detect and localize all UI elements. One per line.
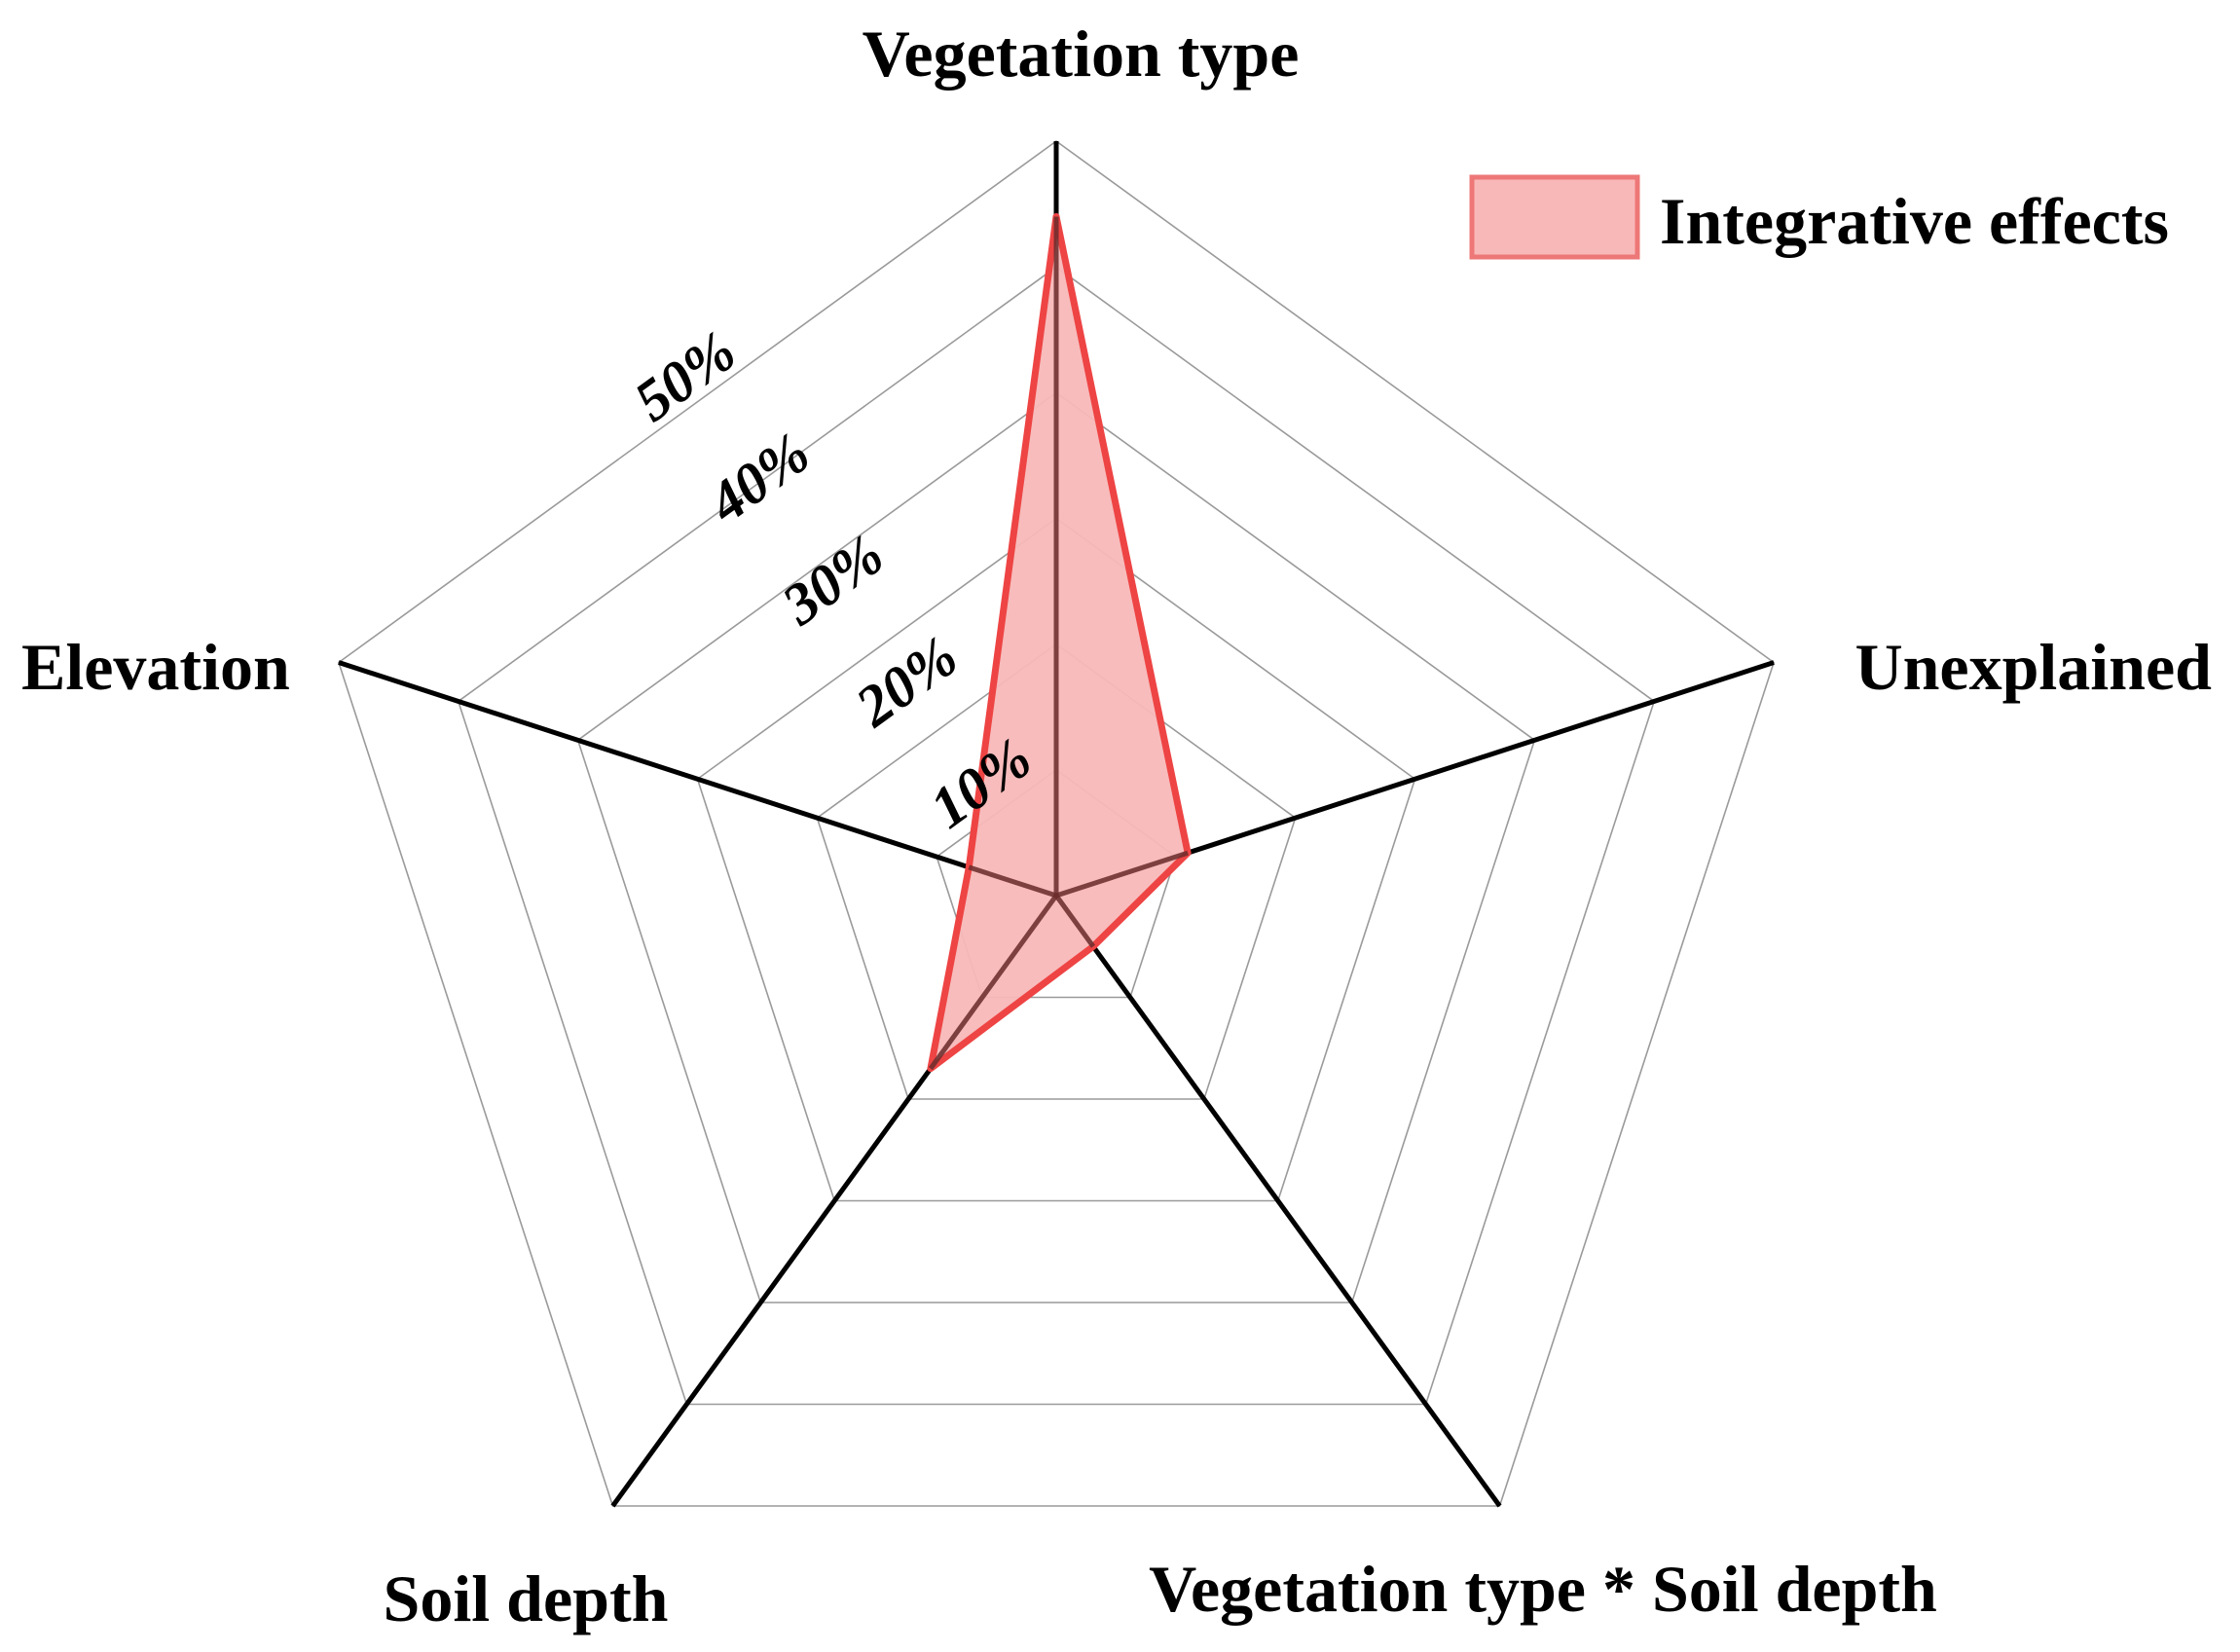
grid-ring-4 [576, 391, 1536, 1303]
legend: Integrative effects [1469, 174, 2169, 260]
grid-ring-5 [457, 266, 1656, 1406]
grid-ring-3 [696, 517, 1416, 1202]
series-spoke-3 [1053, 894, 1095, 948]
series-spoke-2 [1055, 850, 1189, 899]
radar-axis-labels: Vegetation type Unexplained Vegetation typ… [21, 17, 2212, 1635]
axis-label-3: Vegetation type * Soil depth [1149, 1552, 1937, 1626]
radar-series [927, 213, 1192, 1073]
legend-label: Integrative effects [1660, 184, 2169, 258]
axis-label-4: Soil depth [384, 1561, 669, 1635]
grid-ring-2 [816, 642, 1297, 1100]
tick-label-4: 40% [696, 421, 822, 536]
tick-label-3: 30% [770, 522, 896, 638]
series-spoke-5 [968, 864, 1057, 899]
axis-label-1: Vegetation type [863, 17, 1300, 91]
series-spoke-4 [928, 894, 1059, 1071]
axis-label-2: Unexplained [1854, 630, 2212, 704]
radar-grid [337, 140, 1776, 1507]
axis-spoke-5 [338, 660, 1057, 899]
axis-spoke-3 [1053, 894, 1502, 1508]
tick-label-5: 50% [623, 318, 748, 433]
radar-tick-labels: 10%20%30%40%50% [623, 318, 1043, 840]
radar-spoke-overlay [928, 216, 1189, 1071]
axis-label-5: Elevation [21, 630, 290, 704]
grid-ring-6 [337, 140, 1776, 1507]
legend-swatch [1469, 174, 1640, 260]
series-area-1 [927, 213, 1192, 1073]
